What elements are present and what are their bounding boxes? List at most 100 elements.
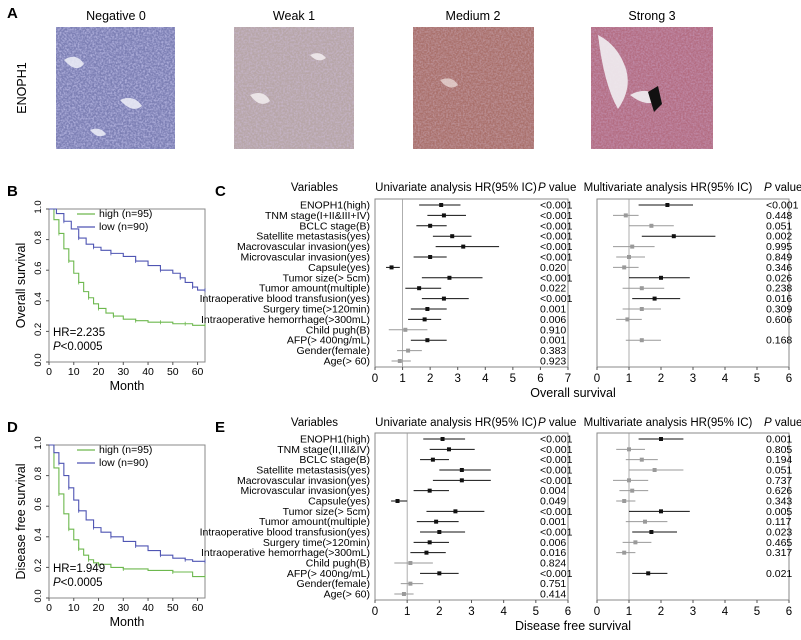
forest-multi-x-tick-label: 4 (722, 373, 729, 385)
forest-header-p-rest: value (772, 417, 801, 429)
forest-variable-label: Macrovascular invasion(yes) (237, 475, 370, 487)
forest-uni-point (408, 561, 413, 565)
forest-multi-pvalue: 0.021 (766, 568, 792, 580)
km-y-axis-title: Overall survival (14, 243, 28, 328)
forest-variable-label: Child pugh(B) (306, 558, 370, 570)
ihc-row-label: ENOPH1 (15, 62, 29, 113)
forest-multi-pvalue: 0.051 (766, 220, 792, 232)
ihc-texture-2 (413, 27, 534, 149)
km-x-tick-label: 0 (46, 366, 52, 378)
forest-header-univariate: Univariate analysis HR(95% IC) (375, 182, 537, 194)
forest-header-variables: Variables (291, 182, 338, 194)
forest-header-multivariate: Multivariate analysis HR(95% IC) (584, 417, 753, 429)
forest-variable-label: Intraoperative blood transfusion(yes) (200, 527, 370, 539)
forest-uni-pvalue: <0.001 (540, 454, 573, 466)
km-x-tick-label: 60 (192, 602, 204, 614)
km-x-tick-label: 10 (68, 602, 80, 614)
forest-header-p-rest: value (546, 182, 577, 194)
forest-variable-label: Surgery time(>120min) (263, 537, 370, 549)
forest-plot-overall-survival: Variables Univariate analysis HR(95% IC) M… (200, 182, 801, 400)
forest-uni-point (440, 437, 445, 441)
panel-label-e: E (215, 419, 225, 436)
km-y-tick-label: 0.2 (33, 323, 44, 336)
km-plot-overall-survival: 0 10 20 30 40 50 60 0.0 0.2 0.4 0.6 0.8 1.0 Month Over… (14, 200, 206, 393)
forest-header-p-rest: value (546, 417, 577, 429)
forest-uni-pvalue: 0.016 (540, 547, 566, 559)
forest-header-p-letter: P (764, 182, 772, 194)
km-p-letter: P (53, 577, 61, 589)
forest-variable-label: Age(> 60) (324, 589, 370, 601)
forest-uni-point (427, 488, 432, 493)
forest-multi-point (639, 286, 644, 291)
forest-multi-point (622, 265, 627, 270)
ihc-texture-1 (234, 27, 354, 149)
forest-uni-x-tick-label: 0 (372, 373, 378, 385)
forest-variable-label: TNM stage(I+II&III+IV) (265, 210, 370, 222)
forest-header-p-rest: value (772, 182, 801, 194)
forest-multi-x-tick-label: 0 (594, 606, 600, 618)
forest-variable-label: Tumor size(> 5cm) (283, 272, 370, 284)
km-axes-frame (48, 208, 206, 363)
forest-header-variables: Variables (291, 417, 338, 429)
km-y-tick-label: 1.0 (33, 200, 44, 213)
forest-variable-label: Tumor amount(multiple) (259, 283, 370, 295)
ihc-stroma-3 (598, 35, 660, 109)
forest-uni-point (424, 550, 429, 555)
forest-uni-pvalue: <0.001 (540, 444, 573, 456)
km-hr-text: HR=2.235 (53, 327, 105, 339)
forest-uni-pvalue: <0.001 (540, 241, 573, 253)
forest-multi-pvalue: 0.238 (766, 283, 792, 295)
forest-multi-point (639, 307, 644, 311)
km-y-tick-label: 0.6 (33, 498, 44, 511)
forest-uni-x-tick-label: 1 (399, 373, 405, 385)
forest-header-pvalue-uni: P value (538, 417, 576, 429)
forest-multi-point (630, 488, 635, 493)
forest-uni-point (437, 530, 442, 534)
forest-uni-point (395, 499, 400, 503)
forest-uni-pvalue: <0.001 (540, 527, 573, 539)
forest-variable-label: Intraoperative hemorrhage(>300mL) (201, 547, 370, 559)
forest-uni-point (427, 540, 432, 545)
forest-variable-label: Capsule(yes) (308, 262, 370, 274)
forest-uni-point (434, 519, 439, 524)
km-y-tick-label: 0.4 (33, 528, 44, 541)
forest-multi-x-tick-label: 2 (658, 373, 664, 385)
forest-uni-point (403, 327, 408, 332)
forest-multi-point (639, 338, 644, 343)
forest-multi-pvalue: 0.194 (766, 454, 792, 466)
forest-uni-x-tick-label: 1 (404, 606, 410, 618)
forest-multi-pvalue: 0.317 (766, 547, 792, 559)
forest-uni-pvalue: <0.001 (540, 568, 573, 580)
forest-variable-label: ENOPH1(high) (300, 200, 370, 212)
km-curve-low (49, 444, 205, 562)
forest-variable-label: Capsule(yes) (308, 496, 370, 508)
forest-uni-pvalue: <0.001 (540, 231, 573, 243)
km-x-tick-label: 10 (68, 366, 80, 378)
forest-multi-pvalue: 0.005 (766, 506, 792, 518)
ihc-grade-label-1: Weak 1 (273, 9, 315, 23)
ihc-grade-1: Weak 1 (234, 9, 354, 149)
forest-multi-pvalue: 0.737 (766, 475, 792, 487)
panel-label-d: D (7, 419, 18, 436)
forest-uni-x-tick-label: 0 (372, 606, 378, 618)
forest-uni-x-tick-label: 4 (500, 606, 507, 618)
forest-uni-x-tick-label: 5 (510, 373, 516, 385)
forest-uni-pvalue: 0.022 (540, 283, 566, 295)
forest-header-pvalue-multi: P value (764, 182, 801, 194)
forest-multi-point (659, 437, 663, 441)
forest-multi-point (627, 478, 631, 483)
forest-multi-x-tick-label: 5 (754, 606, 760, 618)
forest-multi-pvalue: 0.995 (766, 241, 792, 253)
km-y-tick-label: 0.6 (33, 262, 44, 275)
km-p-value: <0.0005 (61, 341, 103, 353)
ihc-texture-0 (56, 27, 175, 149)
forest-multi-pvalue: 0.805 (766, 444, 792, 456)
forest-uni-point (389, 265, 394, 270)
forest-multi-point (627, 447, 631, 452)
km-y-tick-label: 1.0 (33, 436, 44, 449)
forest-variable-label: Age(> 60) (324, 356, 370, 368)
forest-multi-pvalue: 0.309 (766, 304, 792, 316)
forest-variable-label: Intraoperative hemorrhage(>300mL) (201, 314, 370, 326)
forest-header-p-letter: P (764, 417, 772, 429)
